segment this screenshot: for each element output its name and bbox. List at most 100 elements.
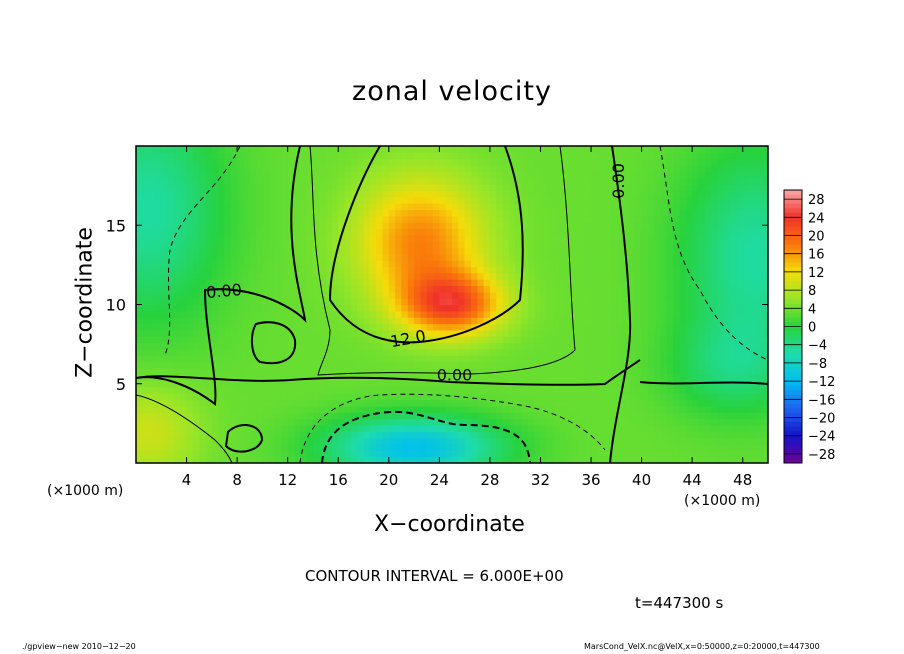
field-cell (534, 272, 542, 280)
field-cell (666, 393, 674, 401)
field-cell (407, 367, 415, 375)
field-cell (281, 380, 289, 388)
field-cell (673, 247, 681, 255)
field-cell (439, 152, 447, 160)
field-cell (161, 456, 169, 463)
field-cell (319, 253, 327, 261)
field-cell (275, 190, 282, 198)
field-cell (275, 431, 282, 439)
field-cell (628, 374, 636, 382)
field-cell (749, 386, 756, 394)
field-cell (578, 361, 586, 369)
field-cell (173, 253, 181, 261)
field-cell (559, 266, 567, 274)
field-cell (420, 386, 428, 394)
field-cell (761, 209, 768, 217)
field-cell (161, 399, 169, 407)
field-cell (749, 260, 756, 268)
field-cell (319, 190, 327, 198)
field-cell (641, 437, 649, 445)
field-cell (578, 247, 586, 255)
field-cell (470, 367, 478, 375)
field-cell (452, 298, 459, 306)
field-cell (218, 348, 226, 356)
field-cell (294, 456, 301, 463)
field-cell (325, 177, 333, 185)
field-cell (426, 304, 434, 312)
field-cell (344, 196, 352, 204)
field-cell (496, 285, 504, 293)
field-cell (376, 310, 384, 318)
field-cell (287, 450, 295, 458)
field-cell (433, 393, 440, 401)
field-cell (161, 393, 169, 401)
field-cell (628, 272, 636, 280)
field-cell (439, 361, 447, 369)
field-cell (755, 247, 763, 255)
field-cell (388, 177, 396, 185)
field-cell (761, 367, 768, 375)
field-cell (559, 279, 567, 287)
field-cell (470, 215, 478, 223)
field-cell (161, 260, 169, 268)
field-cell (230, 386, 238, 394)
field-cell (584, 272, 592, 280)
field-cell (388, 190, 396, 198)
field-cell (698, 165, 706, 172)
field-cell (154, 342, 162, 350)
field-cell (180, 291, 188, 299)
field-cell (628, 399, 636, 407)
field-cell (192, 158, 200, 166)
field-cell (647, 241, 655, 249)
field-cell (553, 177, 561, 185)
field-cell (679, 291, 687, 299)
field-cell (237, 437, 245, 445)
field-cell (628, 412, 636, 420)
field-cell (452, 386, 459, 394)
field-cell (603, 348, 611, 356)
field-cell (559, 450, 567, 458)
field-cell (521, 203, 529, 210)
field-cell (553, 431, 561, 439)
field-cell (363, 228, 371, 236)
field-cell (704, 310, 712, 318)
field-cell (477, 450, 485, 458)
field-cell (515, 165, 523, 172)
field-cell (268, 317, 276, 325)
field-cell (388, 380, 396, 388)
field-cell (142, 355, 150, 363)
field-cell (755, 374, 763, 382)
field-cell (224, 380, 232, 388)
field-cell (142, 298, 150, 306)
field-cell (142, 158, 150, 166)
field-cell (622, 291, 630, 299)
field-cell (654, 177, 662, 185)
field-cell (597, 190, 605, 198)
field-cell (294, 215, 301, 223)
field-cell (515, 285, 523, 293)
field-cell (388, 342, 396, 350)
field-cell (300, 405, 308, 413)
field-cell (433, 203, 440, 210)
field-cell (610, 393, 617, 401)
field-cell (325, 146, 333, 153)
field-cell (515, 234, 523, 242)
field-cell (414, 291, 421, 299)
field-cell (464, 298, 472, 306)
field-cell (521, 190, 529, 198)
field-cell (180, 412, 188, 420)
field-cell (540, 342, 548, 350)
field-cell (224, 437, 232, 445)
field-cell (275, 329, 282, 337)
field-cell (647, 177, 655, 185)
field-cell (521, 291, 529, 299)
field-cell (565, 310, 573, 318)
field-cell (521, 298, 529, 306)
field-cell (192, 317, 200, 325)
field-cell (357, 317, 365, 325)
field-cell (666, 165, 674, 172)
field-cell (395, 418, 403, 426)
field-cell (262, 412, 270, 420)
field-cell (685, 450, 693, 458)
field-cell (508, 196, 516, 204)
